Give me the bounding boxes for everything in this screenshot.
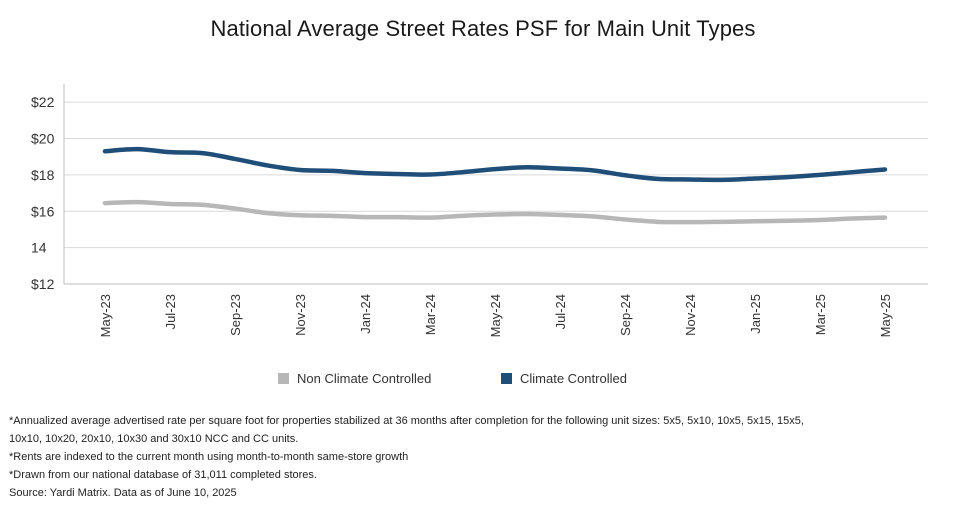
y-axis: $12 14 $16 $18 $20 $22 (31, 94, 55, 292)
series-line-climate-controlled (102, 146, 888, 183)
legend-label: Non Climate Controlled (297, 371, 432, 386)
x-tick-label: Jul-23 (163, 294, 178, 329)
footnote: 10x10, 10x20, 20x10, 10x30 and 30x10 NCC… (9, 433, 299, 445)
legend-swatch (501, 373, 512, 384)
x-tick-label: Sep-24 (618, 294, 633, 336)
x-tick-label: Jan-25 (748, 294, 763, 334)
chart-title: National Average Street Rates PSF for Ma… (210, 16, 756, 41)
series-line-non-climate-controlled (102, 199, 888, 225)
legend-item-climate-controlled: Climate Controlled (501, 371, 627, 386)
line-chart: $12 14 $16 $18 $20 $22 May-23 Jul-23 Sep-23 Nov-… (31, 84, 928, 337)
gridlines (63, 84, 928, 285)
x-tick-label: Jan-24 (358, 294, 373, 334)
y-tick-label: 14 (31, 240, 47, 256)
x-tick-label: May-25 (878, 294, 893, 337)
x-tick-label: May-24 (488, 294, 503, 337)
y-tick-label: $18 (31, 167, 55, 183)
x-tick-label: Jul-24 (553, 294, 568, 329)
legend: Non Climate Controlled Climate Controlle… (0, 371, 966, 391)
x-tick-label: May-23 (98, 294, 113, 337)
y-tick-label: $22 (31, 94, 55, 110)
y-tick-label: $16 (31, 203, 55, 219)
legend-item-non-climate-controlled: Non Climate Controlled (278, 371, 431, 386)
legend-swatch (278, 373, 289, 384)
series-lines (102, 146, 888, 225)
x-axis: May-23 Jul-23 Sep-23 Nov-23 Jan-24 Mar-24 May-… (98, 294, 893, 337)
footnotes: *Annualized average advertised rate per … (9, 412, 949, 502)
footnote: *Annualized average advertised rate per … (9, 415, 804, 427)
x-tick-label: Mar-25 (813, 294, 828, 335)
y-tick-label: $20 (31, 131, 55, 147)
x-tick-label: Sep-23 (228, 294, 243, 336)
footnote: *Rents are indexed to the current month … (9, 451, 409, 463)
x-tick-label: Mar-24 (423, 294, 438, 335)
y-tick-label: $12 (31, 276, 55, 292)
legend-label: Climate Controlled (520, 371, 627, 386)
footnote: *Drawn from our national database of 31,… (9, 469, 317, 481)
x-tick-label: Nov-24 (683, 294, 698, 336)
x-tick-label: Nov-23 (293, 294, 308, 336)
footnote: Source: Yardi Matrix. Data as of June 10… (9, 487, 237, 499)
